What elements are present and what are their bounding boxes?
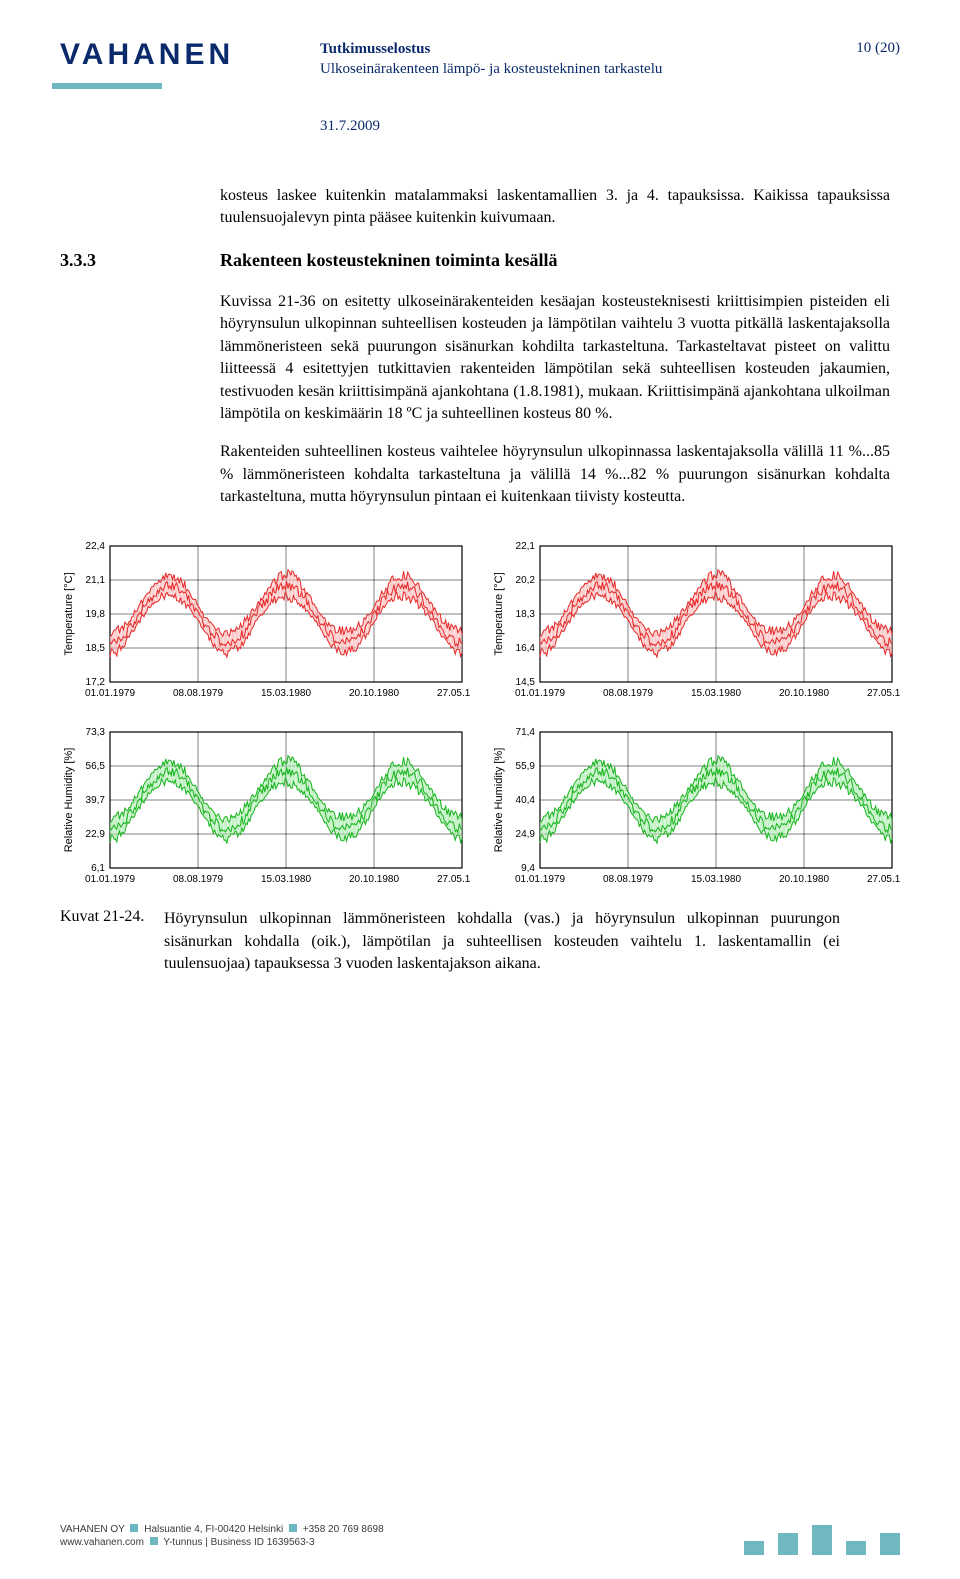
figure-text: Höyrynsulun ulkopinnan lämmöneristeen ko… [164, 908, 840, 975]
report-date: 31.7.2009 [320, 118, 900, 135]
svg-text:9,4: 9,4 [521, 863, 535, 874]
svg-text:01.01.1979: 01.01.1979 [85, 688, 135, 699]
svg-text:27.05.1981: 27.05.1981 [867, 874, 900, 885]
section-number: 3.3.3 [60, 248, 220, 273]
svg-text:15.03.1980: 15.03.1980 [691, 688, 741, 699]
svg-text:Relative Humidity [%]: Relative Humidity [%] [493, 748, 505, 853]
chart-temp-right: 14,5 16,4 18,3 20,2 22,1 01.01.1979 08.08.1979… [490, 538, 900, 708]
chart-temp-left: 17,2 18,5 19,8 21,1 22,4 01.01.1979 08.08.1979… [60, 538, 470, 708]
footer-address: Halsuantie 4, FI-00420 Helsinki [144, 1524, 283, 1535]
svg-text:21,1: 21,1 [86, 575, 106, 586]
square-icon [130, 1524, 138, 1532]
section-heading: 3.3.3 Rakenteen kosteustekninen toiminta… [60, 248, 890, 273]
svg-text:20.10.1980: 20.10.1980 [349, 688, 399, 699]
svg-text:55,9: 55,9 [516, 761, 536, 772]
svg-text:15.03.1980: 15.03.1980 [691, 874, 741, 885]
svg-text:40,4: 40,4 [516, 795, 536, 806]
svg-text:22,4: 22,4 [86, 541, 106, 552]
svg-text:27.05.1981: 27.05.1981 [437, 874, 470, 885]
svg-text:14,5: 14,5 [516, 677, 536, 688]
svg-text:20.10.1980: 20.10.1980 [779, 874, 829, 885]
footer-phone: +358 20 769 8698 [303, 1524, 384, 1535]
paragraph-1: Kuvissa 21-36 on esitetty ulkoseinäraken… [220, 291, 890, 425]
report-type: Tutkimusselostus [320, 40, 820, 60]
svg-text:56,5: 56,5 [86, 761, 106, 772]
svg-text:71,4: 71,4 [516, 727, 536, 738]
footer-url: www.vahanen.com [60, 1537, 144, 1548]
body-content: kosteus laskee kuitenkin matalammaksi la… [220, 185, 890, 508]
svg-text:6,1: 6,1 [91, 863, 105, 874]
svg-text:19,8: 19,8 [86, 609, 106, 620]
page-number: 10 (20) [820, 40, 900, 57]
svg-text:16,4: 16,4 [516, 643, 536, 654]
chart-rh-right: 9,4 24,9 40,4 55,9 71,4 01.01.1979 08.08.1979 1… [490, 724, 900, 894]
chart-rh-left: 6,1 22,9 39,7 56,5 73,3 01.01.1979 08.08.1979 1… [60, 724, 470, 894]
figure-caption: Kuvat 21-24. Höyrynsulun ulkopinnan lämm… [60, 908, 900, 975]
svg-text:27.05.1981: 27.05.1981 [867, 688, 900, 699]
intro-paragraph: kosteus laskee kuitenkin matalammaksi la… [220, 185, 890, 230]
svg-text:Temperature [°C]: Temperature [°C] [493, 573, 505, 656]
svg-text:Relative Humidity [%]: Relative Humidity [%] [63, 748, 75, 853]
charts-grid: 17,2 18,5 19,8 21,1 22,4 01.01.1979 08.08.1979… [60, 538, 900, 894]
svg-text:01.01.1979: 01.01.1979 [515, 874, 565, 885]
page-header: VAHANEN Tutkimusselostus Ulkoseinärakent… [60, 40, 900, 100]
svg-text:39,7: 39,7 [86, 795, 106, 806]
svg-text:15.03.1980: 15.03.1980 [261, 688, 311, 699]
svg-text:18,5: 18,5 [86, 643, 106, 654]
svg-text:15.03.1980: 15.03.1980 [261, 874, 311, 885]
footer-company: VAHANEN OY [60, 1524, 125, 1535]
svg-text:18,3: 18,3 [516, 609, 536, 620]
square-icon [289, 1524, 297, 1532]
svg-text:17,2: 17,2 [86, 677, 106, 688]
paragraph-2: Rakenteiden suhteellinen kosteus vaihtel… [220, 441, 890, 508]
square-icon [150, 1537, 158, 1545]
section-title: Rakenteen kosteustekninen toiminta kesäl… [220, 248, 558, 273]
figure-lead: Kuvat 21-24. [60, 908, 164, 926]
svg-text:22,1: 22,1 [516, 541, 536, 552]
svg-text:01.01.1979: 01.01.1979 [85, 874, 135, 885]
svg-text:20,2: 20,2 [516, 575, 536, 586]
svg-text:22,9: 22,9 [86, 829, 106, 840]
logo: VAHANEN [60, 40, 320, 100]
svg-text:27.05.1981: 27.05.1981 [437, 688, 470, 699]
report-subtitle: Ulkoseinärakenteen lämpö- ja kosteustekn… [320, 60, 820, 80]
page-footer: VAHANEN OY Halsuantie 4, FI-00420 Helsin… [60, 1523, 900, 1549]
footer-bizid: Y-tunnus | Business ID 1639563-3 [163, 1537, 314, 1548]
svg-text:08.08.1979: 08.08.1979 [173, 688, 223, 699]
logo-bar [52, 83, 162, 89]
svg-text:08.08.1979: 08.08.1979 [173, 874, 223, 885]
logo-text: VAHANEN [60, 38, 234, 71]
svg-text:Temperature [°C]: Temperature [°C] [63, 573, 75, 656]
svg-text:08.08.1979: 08.08.1979 [603, 688, 653, 699]
svg-text:20.10.1980: 20.10.1980 [349, 874, 399, 885]
header-titles: Tutkimusselostus Ulkoseinärakenteen lämp… [320, 40, 820, 79]
svg-text:20.10.1980: 20.10.1980 [779, 688, 829, 699]
svg-text:01.01.1979: 01.01.1979 [515, 688, 565, 699]
svg-text:73,3: 73,3 [86, 727, 106, 738]
svg-text:24,9: 24,9 [516, 829, 536, 840]
footer-bars [744, 1525, 900, 1555]
svg-text:08.08.1979: 08.08.1979 [603, 874, 653, 885]
